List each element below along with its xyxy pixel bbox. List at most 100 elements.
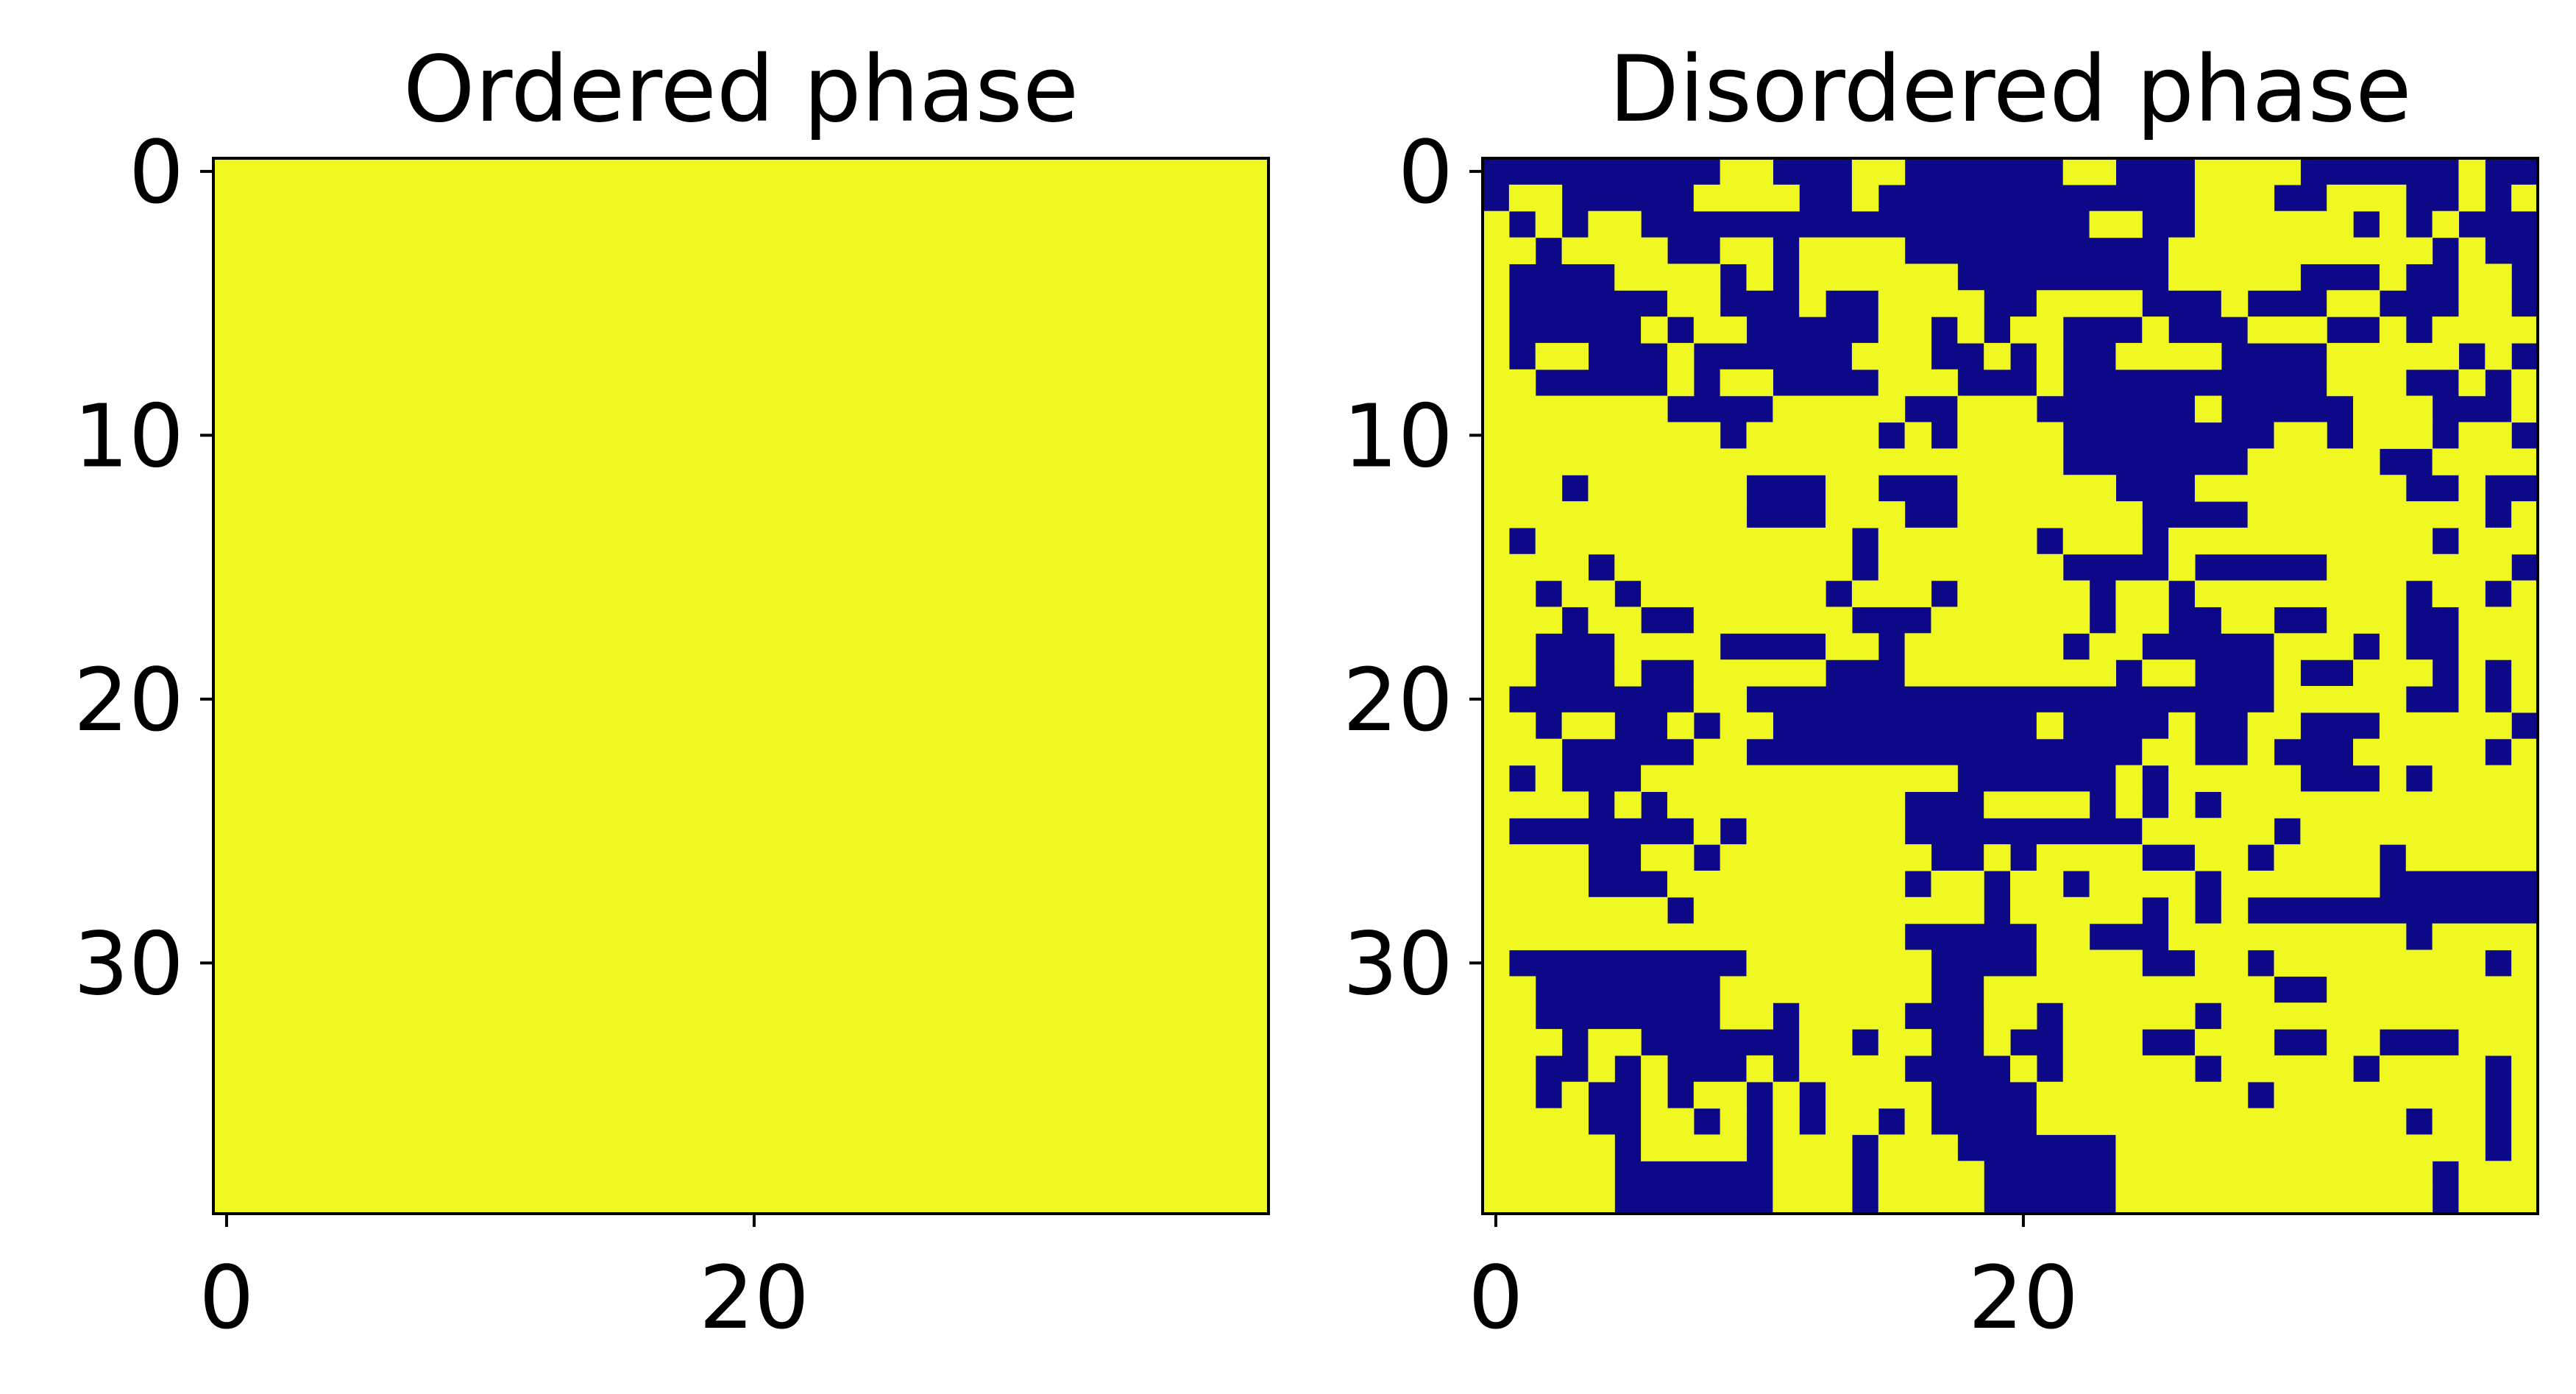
disordered-phase-cell bbox=[1799, 237, 1906, 264]
disordered-phase-cell bbox=[1825, 1081, 1932, 1109]
disordered-phase-axis-ticks: 0 20 0 10 20 30 bbox=[1343, 121, 2079, 1348]
disordered-phase-cell bbox=[2511, 949, 2538, 977]
disordered-phase-cell bbox=[2010, 1055, 2037, 1083]
disordered-phase-cell bbox=[1535, 527, 1853, 555]
ordered-phase-cell bbox=[213, 316, 1269, 344]
disordered-phase-cell bbox=[2062, 1002, 2196, 1030]
disordered-phase-cell bbox=[1720, 1002, 1773, 1030]
disordered-phase-cell bbox=[1641, 844, 1695, 871]
disordered-phase-cell bbox=[2511, 659, 2538, 687]
disordered-phase-cell bbox=[2511, 1134, 2538, 1161]
disordered-phase-cell bbox=[1561, 580, 1615, 608]
disordered-phase-cell bbox=[2036, 923, 2090, 951]
disordered-phase-cell bbox=[1931, 606, 2090, 634]
disordered-phase-cell bbox=[2327, 290, 2380, 317]
disordered-phase-cell bbox=[1878, 316, 1932, 344]
disordered-phase-cell bbox=[2115, 1187, 2433, 1214]
disordered-phase-cell bbox=[2142, 659, 2196, 687]
disordered-phase-cell bbox=[1483, 1002, 1536, 1030]
disordered-phase-cell bbox=[2089, 210, 2143, 238]
disordered-phase-cell bbox=[1825, 475, 1879, 502]
disordered-phase-cell bbox=[2458, 1187, 2538, 1214]
disordered-phase-cell bbox=[1483, 395, 1668, 423]
disordered-phase-cell bbox=[1483, 633, 1536, 660]
disordered-phase-cell bbox=[1535, 765, 1563, 792]
disordered-phase-cell bbox=[1641, 765, 1958, 792]
disordered-phase-cell bbox=[2511, 184, 2538, 212]
disordered-phase-cell bbox=[2327, 184, 2407, 212]
disordered-phase-cell bbox=[2353, 422, 2433, 449]
ordered-phase-axis-ticks: 0 20 0 10 20 30 bbox=[74, 121, 809, 1348]
ordered-phase-cell bbox=[213, 580, 1269, 608]
disordered-phase-cell bbox=[1483, 791, 1589, 818]
disordered-phase-cell bbox=[1851, 342, 1932, 370]
disordered-phase-cell bbox=[1483, 263, 1510, 291]
disordered-phase-cell bbox=[1614, 263, 1721, 291]
disordered-phase-cell bbox=[1641, 1108, 1695, 1136]
disordered-phase-y-tick-label: 0 bbox=[1398, 121, 1453, 223]
disordered-phase-cell bbox=[1483, 686, 1510, 713]
disordered-phase-cell bbox=[1483, 448, 2064, 475]
disordered-phase-cell bbox=[1483, 606, 1563, 634]
disordered-phase-cell bbox=[2115, 1134, 2485, 1161]
disordered-phase-cell bbox=[1535, 342, 1589, 370]
disordered-phase-cell bbox=[1984, 342, 2011, 370]
ordered-phase-cell bbox=[213, 1161, 1269, 1188]
ordered-phase-y-tick-label: 10 bbox=[74, 385, 184, 487]
disordered-phase-cell bbox=[2247, 316, 2327, 344]
disordered-phase-cell bbox=[1878, 527, 2037, 555]
disordered-phase-cell bbox=[2379, 210, 2407, 238]
disordered-phase-cell bbox=[1483, 896, 1668, 924]
disordered-phase-cell bbox=[1878, 1134, 1958, 1161]
ordered-phase-cell bbox=[213, 501, 1269, 528]
disordered-phase-cell bbox=[1904, 1108, 1932, 1136]
disordered-phase-cell bbox=[2194, 1029, 2275, 1056]
disordered-phase-frame bbox=[1481, 157, 2539, 1215]
ordered-phase-x-tick-label: 0 bbox=[199, 1247, 254, 1348]
disordered-phase-cell bbox=[2458, 290, 2512, 317]
disordered-phase-cell bbox=[2432, 448, 2538, 475]
disordered-phase-x-tick-label: 0 bbox=[1468, 1247, 1523, 1348]
ordered-phase-cell bbox=[213, 818, 1269, 845]
disordered-phase-cell bbox=[1641, 1134, 1748, 1161]
disordered-phase-cell bbox=[2379, 765, 2407, 792]
disordered-phase-cell bbox=[1799, 1002, 1906, 1030]
disordered-phase-cell bbox=[1614, 791, 1642, 818]
disordered-phase-cell bbox=[2379, 316, 2407, 344]
disordered-phase-cell bbox=[2379, 633, 2407, 660]
disordered-phase-cell bbox=[2432, 210, 2460, 238]
ordered-phase-cell bbox=[213, 527, 1269, 555]
disordered-phase-cell bbox=[1588, 1029, 1642, 1056]
disordered-phase-cell bbox=[2010, 896, 2143, 924]
ordered-phase-cell bbox=[213, 290, 1269, 317]
disordered-phase-cell bbox=[1483, 818, 1510, 845]
disordered-phase-cell bbox=[2327, 1029, 2380, 1056]
disordered-phase-cell bbox=[2194, 475, 2407, 502]
disordered-phase-cell bbox=[1984, 1002, 2037, 1030]
disordered-phase-cell bbox=[1483, 949, 1510, 977]
disordered-phase-cell bbox=[2432, 1108, 2485, 1136]
disordered-phase-cell bbox=[2221, 870, 2380, 898]
disordered-phase-cell bbox=[2327, 606, 2407, 634]
disordered-phase-cell bbox=[1957, 422, 2064, 449]
disordered-phase-title: Disordered phase bbox=[1608, 37, 2411, 143]
disordered-phase-cell bbox=[1483, 976, 1536, 1003]
disordered-phase-cell bbox=[1825, 501, 1906, 528]
disordered-phase-cell bbox=[2089, 870, 2196, 898]
disordered-phase-cell bbox=[1984, 976, 2275, 1003]
disordered-phase-cell bbox=[2274, 659, 2301, 687]
ordered-phase-cell bbox=[213, 422, 1269, 449]
disordered-phase-cell bbox=[1535, 210, 1563, 238]
ordered-phase-cell bbox=[213, 606, 1269, 634]
ordered-phase-cell bbox=[213, 210, 1269, 238]
disordered-phase-cell bbox=[2274, 949, 2485, 977]
ordered-phase-cell bbox=[213, 686, 1269, 713]
disordered-phase-cell bbox=[2458, 527, 2538, 555]
disordered-phase-cell bbox=[2036, 712, 2064, 740]
disordered-phase-cell bbox=[2432, 765, 2538, 792]
disordered-phase-cell bbox=[1878, 1029, 1932, 1056]
disordered-phase-cell bbox=[1693, 818, 1721, 845]
disordered-phase-cell bbox=[2300, 818, 2538, 845]
disordered-phase-cell bbox=[2458, 606, 2538, 634]
